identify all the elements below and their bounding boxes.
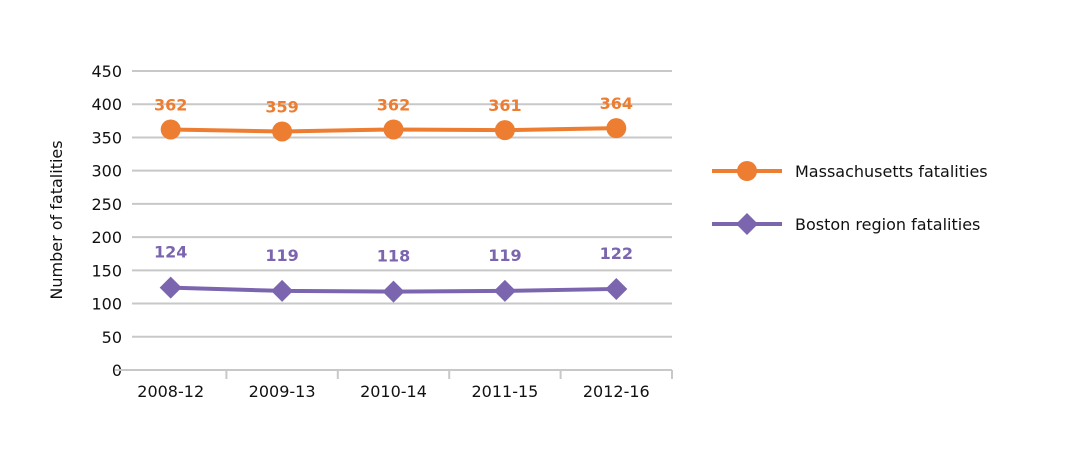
legend-label: Boston region fatalities	[795, 215, 980, 234]
x-tick-label: 2011-15	[471, 382, 538, 401]
data-point	[383, 119, 404, 140]
data-label: 119	[265, 246, 298, 265]
data-point	[605, 277, 628, 300]
data-label: 364	[600, 94, 633, 113]
legend: Massachusetts fatalities Boston region fa…	[712, 161, 988, 235]
x-axis: 2008-12 2009-13 2010-14 2011-15 2012-16	[115, 369, 673, 401]
y-tick-label: 50	[102, 328, 122, 347]
y-tick-label: 100	[91, 295, 122, 314]
y-tick-label: 300	[91, 162, 122, 181]
y-axis-title: Number of fatalities	[47, 140, 66, 299]
series-0: 362 359 362 361 364	[154, 94, 633, 142]
x-tick-label: 2009-13	[249, 382, 316, 401]
x-tick-label: 2008-12	[137, 382, 204, 401]
x-tick-label: 2010-14	[360, 382, 427, 401]
legend-item: Massachusetts fatalities	[712, 161, 988, 181]
data-point	[160, 119, 181, 140]
data-label: 124	[154, 243, 187, 262]
data-label: 359	[265, 97, 298, 116]
legend-marker	[736, 213, 758, 235]
data-label: 362	[377, 95, 410, 114]
data-label: 361	[488, 96, 521, 115]
legend-label: Massachusetts fatalities	[795, 162, 988, 181]
y-axis-ticks: 050100150200250300350400450	[91, 62, 122, 380]
y-tick-label: 400	[91, 95, 122, 114]
y-tick-label: 350	[91, 128, 122, 147]
series-1: 124 119 118 119 122	[154, 243, 633, 303]
legend-item: Boston region fatalities	[712, 213, 980, 235]
data-point	[272, 121, 293, 142]
y-tick-label: 150	[91, 261, 122, 280]
data-point	[382, 280, 405, 303]
gridlines	[132, 70, 672, 338]
y-tick-label: 250	[91, 195, 122, 214]
data-label: 122	[600, 244, 633, 263]
data-label: 119	[488, 246, 521, 265]
data-point	[494, 120, 515, 141]
data-label: 362	[154, 95, 187, 114]
legend-marker	[737, 161, 757, 181]
y-tick-label: 200	[91, 228, 122, 247]
data-label: 118	[377, 247, 410, 266]
data-point	[606, 118, 627, 139]
series-group: 362 359 362 361 364 124 119 118 119 122	[154, 94, 633, 303]
x-tick-label: 2012-16	[583, 382, 650, 401]
data-point	[493, 279, 516, 302]
data-point	[159, 276, 182, 299]
data-point	[271, 279, 294, 302]
y-tick-label: 450	[91, 62, 122, 81]
